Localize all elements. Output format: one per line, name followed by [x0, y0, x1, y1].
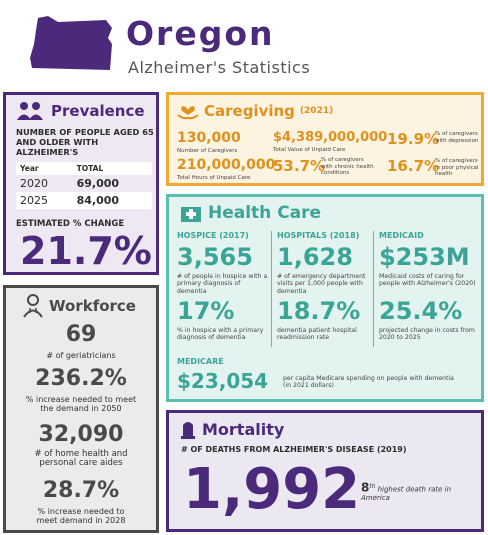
- table-header-row: Year TOTAL: [16, 162, 152, 175]
- hospice-title: HOSPICE (2017): [177, 231, 249, 240]
- mortality-title: Mortality: [202, 419, 285, 439]
- medicare-label: per capita Medicare spending on people w…: [283, 375, 454, 390]
- rank-suffix: th: [369, 484, 376, 490]
- deaths-value: 1,992: [183, 457, 361, 522]
- healthcare-panel: Health Care HOSPICE (2017) 3,565 # of pe…: [166, 194, 484, 402]
- physical-value: 16.7%: [387, 157, 440, 175]
- hours-value: 210,000,000: [177, 157, 276, 173]
- hospice-value: 3,565: [177, 243, 253, 271]
- caregiving-panel: Caregiving (2021) 130,000 Number of Care…: [166, 92, 484, 186]
- hospice-percent: 17%: [177, 297, 235, 325]
- people-icon: [17, 102, 43, 120]
- unpaid-label: Total Value of Unpaid Care: [273, 147, 346, 153]
- geriatricians-increase-value: 236.2%: [35, 366, 127, 391]
- prevalence-title: Prevalence: [51, 102, 145, 120]
- row-total: 84,000: [72, 192, 152, 209]
- change-label: ESTIMATED % CHANGE: [16, 219, 125, 229]
- home-aides-value: 32,090: [38, 422, 124, 447]
- depression-label: % of caregivers with depression: [435, 131, 479, 144]
- table-row: 2025 84,000: [16, 192, 152, 209]
- chronic-label: % of caregivers with chronic health cond…: [321, 157, 374, 176]
- hospice-percent-label: % in hospice with a primary diagnosis of…: [177, 327, 264, 342]
- aides-increase-value: 28.7%: [42, 478, 120, 503]
- geriatricians-value: 69: [65, 322, 97, 347]
- geriatricians-increase-label: % increase needed to meet the demand in …: [25, 395, 137, 413]
- column-divider: [271, 231, 272, 347]
- healthcare-title: Health Care: [208, 203, 322, 223]
- readmission-value: 18.7%: [277, 297, 361, 325]
- caregiving-header: Caregiving (2021): [177, 101, 333, 121]
- hours-label: Total Hours of Unpaid Care: [177, 175, 251, 181]
- change-value: 21.7%: [20, 229, 152, 273]
- caregivers-label: Number of Caregivers: [177, 148, 238, 154]
- rank-number: 8: [361, 480, 370, 495]
- gravestone-icon: [181, 422, 195, 439]
- readmission-label: dementia patient hospital readmission ra…: [277, 327, 357, 342]
- medicare-value: $23,054: [177, 369, 269, 393]
- hands-heart-icon: [177, 106, 199, 120]
- header: Oregon Alzheimer's Statistics: [0, 0, 488, 88]
- row-year: 2025: [16, 192, 73, 209]
- page-subtitle: Alzheimer's Statistics: [128, 58, 311, 77]
- physical-label: % of caregivers in poor physical health: [435, 158, 479, 177]
- depression-value: 19.9%: [387, 130, 440, 148]
- unpaid-value: $4,389,000,000: [273, 130, 388, 145]
- workforce-title: Workforce: [49, 297, 136, 315]
- col-year-header: Year: [16, 162, 73, 175]
- hospitals-label: # of emergency department visits per 1,0…: [277, 273, 366, 295]
- rank-label: highest death rate in America: [361, 485, 452, 503]
- page-title: Oregon: [126, 14, 275, 53]
- healthcare-header: Health Care: [179, 203, 321, 223]
- medicaid-title: MEDICAID: [379, 231, 424, 240]
- prevalence-table: Year TOTAL 2020 69,000 2025 84,000: [16, 162, 152, 209]
- hospitals-title: HOSPITALS (2018): [277, 231, 360, 240]
- prevalence-header: Prevalence: [16, 101, 145, 121]
- mortality-panel: Mortality # OF DEATHS FROM ALZHEIMER'S D…: [166, 410, 484, 532]
- prevalence-description: NUMBER OF PEOPLE AGED 65 AND OLDER WITH …: [16, 127, 154, 157]
- geriatricians-label: # of geriatricians: [46, 351, 116, 360]
- column-divider: [373, 231, 374, 347]
- row-year: 2020: [20, 177, 48, 190]
- medicare-title: MEDICARE: [177, 357, 224, 366]
- aides-increase-label: % increase needed to meet demand in 2028: [36, 507, 126, 525]
- workforce-panel: Workforce 69 # of geriatricians 236.2% %…: [3, 285, 159, 533]
- medicaid-label: Medicaid costs of caring for people with…: [379, 273, 476, 288]
- prevalence-panel: Prevalence NUMBER OF PEOPLE AGED 65 AND …: [3, 92, 159, 275]
- medicaid-change-value: 25.4%: [379, 297, 463, 325]
- hospice-label: # of people in hospice with a primary di…: [177, 273, 268, 295]
- death-rate-rank: 8th highest death rate in America: [361, 480, 481, 503]
- hospitals-value: 1,628: [277, 243, 353, 271]
- home-aides-label: # of home health and personal care aides: [34, 449, 128, 468]
- caregivers-value: 130,000: [177, 130, 241, 146]
- hospital-icon: [181, 207, 201, 222]
- mortality-description: # OF DEATHS FROM ALZHEIMER'S DISEASE (20…: [181, 445, 407, 454]
- medicaid-change-label: projected change in costs from 2020 to 2…: [379, 327, 475, 342]
- caregiving-title: Caregiving: [204, 102, 295, 120]
- medicaid-value: $253M: [379, 243, 470, 271]
- mortality-header: Mortality: [179, 419, 284, 439]
- caregiving-year: (2021): [299, 106, 334, 116]
- table-row: 2020 69,000: [16, 175, 152, 192]
- workforce-header: Workforce: [22, 294, 136, 318]
- oregon-state-icon: [30, 16, 112, 70]
- row-total: 69,000: [76, 177, 120, 190]
- col-total-header: TOTAL: [72, 162, 152, 175]
- chronic-value: 53.7%: [273, 157, 326, 175]
- doctor-icon: [23, 294, 43, 318]
